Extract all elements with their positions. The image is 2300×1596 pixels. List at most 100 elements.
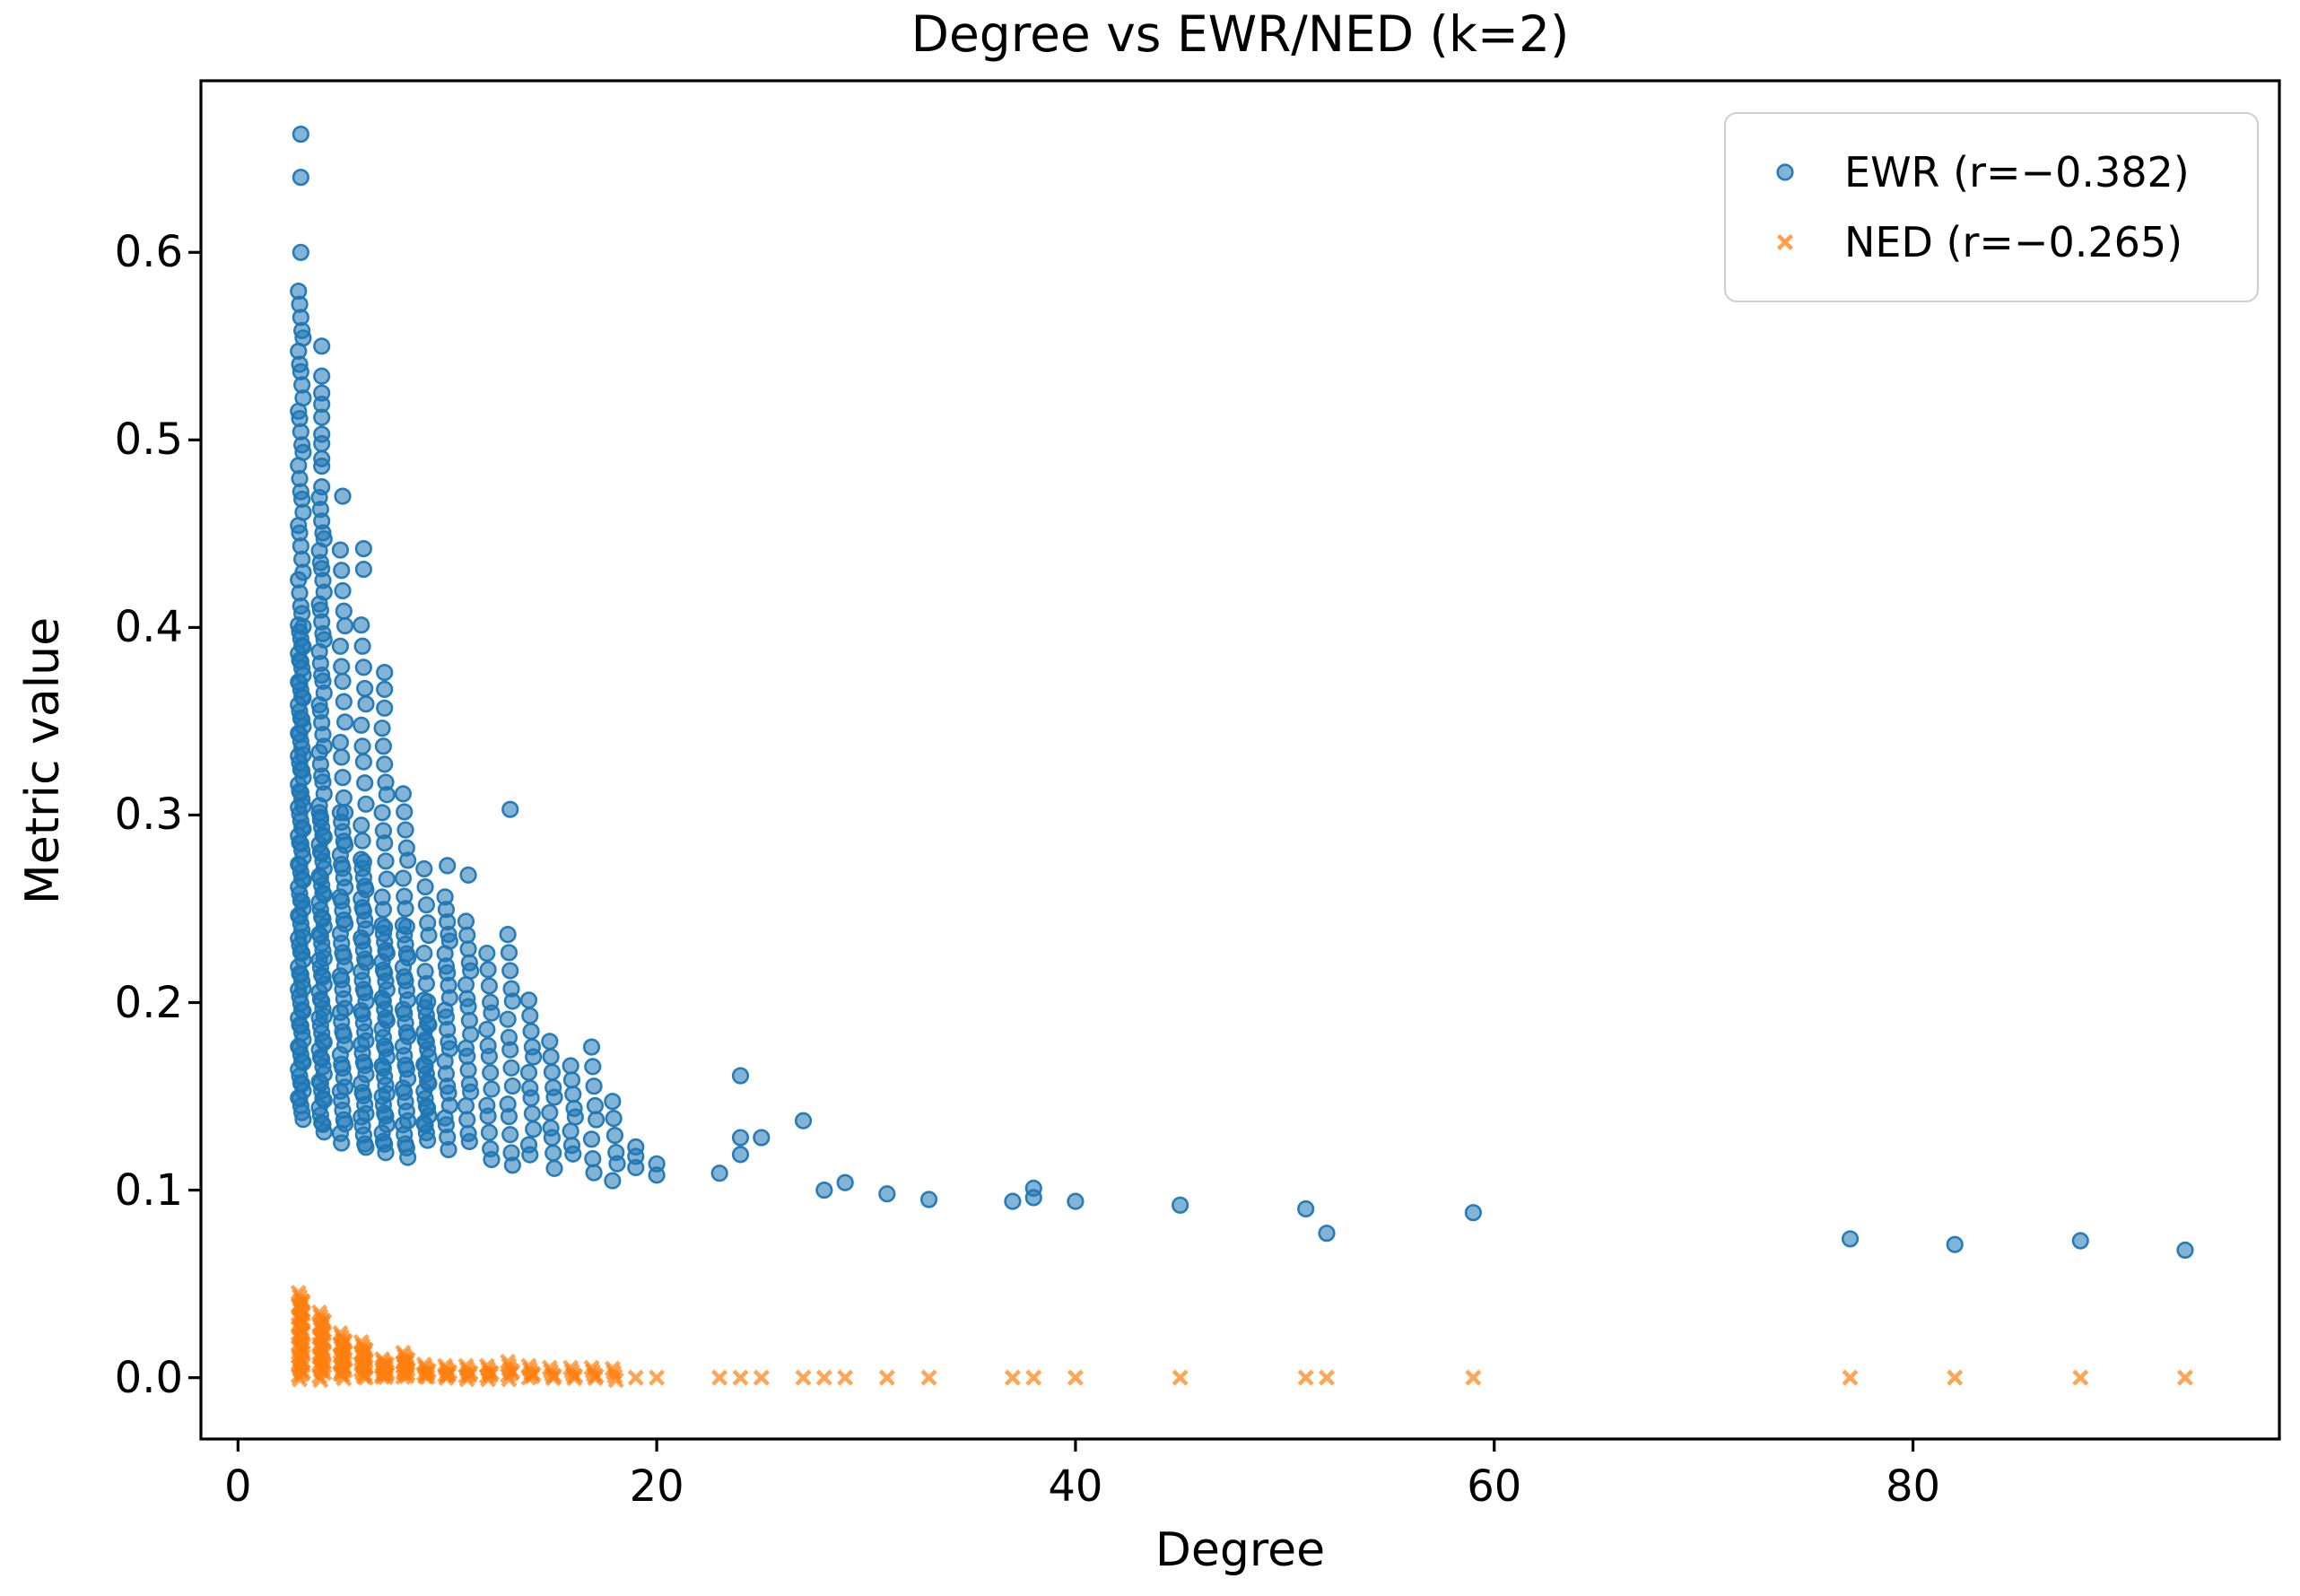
- ned-point: [1319, 1369, 1336, 1386]
- ewr-point: [566, 1108, 584, 1126]
- ewr-point: [354, 560, 372, 579]
- ned-point: [607, 1372, 624, 1389]
- ned-point: [1465, 1369, 1482, 1386]
- ewr-point: [353, 716, 370, 734]
- x-marker-icon: [1726, 224, 1844, 260]
- ewr-point: [582, 1130, 601, 1148]
- x-tick-label: 40: [1048, 1461, 1103, 1512]
- ewr-point: [354, 753, 372, 771]
- ewr-point: [479, 961, 497, 979]
- ned-point: [312, 1372, 329, 1389]
- ewr-point: [731, 1067, 750, 1085]
- ewr-point: [483, 1150, 501, 1169]
- ewr-point: [335, 693, 353, 711]
- chart-title: Degree vs EWR/NED (k=2): [910, 5, 1570, 63]
- ned-point: [1842, 1369, 1859, 1386]
- ewr-point: [2176, 1241, 2194, 1260]
- ewr-point: [415, 859, 433, 878]
- ewr-point: [564, 1086, 582, 1103]
- ewr-point: [584, 1058, 602, 1076]
- legend-box: EWR (r=−0.382) NED (r=−0.265): [1724, 112, 2259, 302]
- ewr-point: [353, 816, 370, 834]
- ewr-point: [374, 737, 392, 755]
- ewr-point: [521, 1146, 539, 1164]
- ewr-point: [1297, 1199, 1315, 1218]
- ewr-point: [331, 541, 350, 559]
- ewr-point: [457, 976, 475, 994]
- y-tick-label: 0.0: [114, 1352, 183, 1403]
- ewr-point: [460, 1132, 478, 1151]
- ewr-point: [357, 695, 375, 713]
- ned-point: [795, 1369, 812, 1386]
- legend-label-ewr: EWR (r=−0.382): [1844, 148, 2190, 196]
- ewr-point: [460, 1011, 478, 1030]
- ewr-point: [543, 1129, 562, 1147]
- ned-point: [1947, 1369, 1964, 1386]
- ewr-point: [753, 1129, 771, 1147]
- y-tick-label: 0.5: [114, 414, 183, 466]
- ewr-point: [459, 866, 477, 884]
- ewr-point: [376, 680, 394, 698]
- ewr-point: [522, 1022, 540, 1041]
- series-ned: [290, 1284, 2193, 1389]
- ewr-point: [292, 169, 309, 187]
- ewr-point: [294, 1111, 312, 1129]
- ewr-point: [333, 1134, 351, 1152]
- ned-point: [439, 1366, 456, 1383]
- ned-point: [357, 1369, 374, 1386]
- ewr-point: [396, 900, 414, 918]
- ned-point: [1025, 1369, 1042, 1386]
- ewr-point: [2071, 1232, 2089, 1250]
- ewr-point: [377, 852, 395, 870]
- y-tick-label: 0.1: [114, 1164, 183, 1216]
- ewr-point: [399, 1148, 417, 1166]
- ned-point: [480, 1371, 497, 1388]
- ewr-point: [458, 1111, 476, 1129]
- ewr-point: [353, 616, 370, 634]
- ned-point: [1004, 1369, 1021, 1386]
- ned-point: [1297, 1369, 1314, 1386]
- ewr-point: [378, 870, 396, 888]
- ewr-point: [457, 1097, 475, 1115]
- y-tick-label: 0.2: [114, 977, 183, 1028]
- ewr-point: [608, 1155, 626, 1173]
- ewr-point: [353, 637, 371, 655]
- ewr-point: [313, 367, 331, 385]
- ewr-point: [292, 243, 309, 261]
- ewr-point: [521, 1007, 539, 1025]
- ewr-point: [523, 1104, 541, 1122]
- x-axis-label: Degree: [1154, 1523, 1326, 1577]
- ewr-point: [334, 487, 352, 505]
- ewr-point: [605, 1126, 624, 1145]
- ewr-point: [377, 1144, 395, 1162]
- x-tick-label: 20: [629, 1461, 684, 1512]
- legend-entry-ewr: EWR (r=−0.382): [1726, 144, 2257, 200]
- ewr-point: [586, 1096, 604, 1115]
- ewr-point: [376, 834, 394, 852]
- ewr-point: [457, 912, 475, 930]
- ewr-point: [501, 800, 519, 818]
- ewr-point: [564, 1145, 582, 1163]
- legend-entry-ned: NED (r=−0.265): [1726, 214, 2257, 270]
- ned-point: [732, 1369, 749, 1386]
- ewr-point: [480, 1047, 498, 1066]
- series-ewr: [290, 125, 2194, 1260]
- ewr-point: [604, 1093, 622, 1111]
- ewr-point: [542, 1048, 560, 1066]
- x-tick-label: 80: [1885, 1461, 1941, 1512]
- ned-point: [395, 1368, 412, 1385]
- ewr-point: [315, 1123, 333, 1141]
- ewr-point: [353, 737, 371, 755]
- ned-point: [627, 1369, 644, 1386]
- ewr-point: [627, 1158, 645, 1177]
- ewr-point: [354, 658, 372, 676]
- ewr-point: [648, 1166, 666, 1184]
- ewr-point: [417, 974, 435, 993]
- ned-point: [458, 1371, 475, 1388]
- ewr-point: [585, 1164, 603, 1182]
- ewr-point: [480, 977, 498, 995]
- x-tick-label: 0: [224, 1461, 252, 1512]
- ewr-point: [503, 992, 521, 1010]
- ewr-point: [478, 944, 496, 963]
- ned-point: [335, 1370, 353, 1387]
